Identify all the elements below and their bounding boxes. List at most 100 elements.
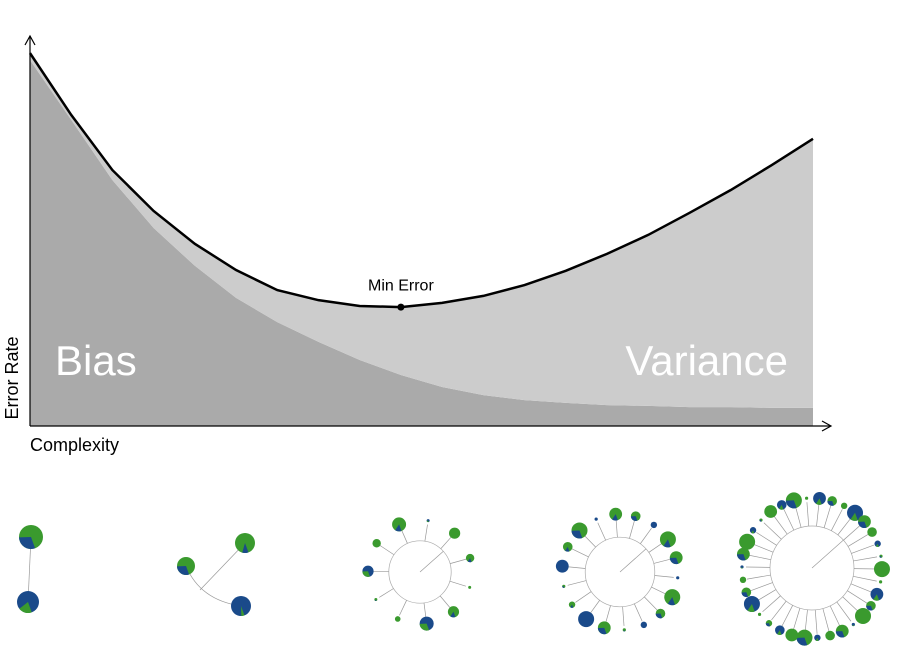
tree-edge [653,558,673,564]
tree-node-wedge [667,597,675,606]
tree-edge [633,603,643,622]
tree-node [785,628,799,642]
tree-node-wedge [450,611,456,618]
tree-edge [771,600,787,621]
tree-edge [622,606,625,626]
tree-node-wedge [875,543,879,547]
tree-edge [185,565,242,607]
tree-node-wedge [741,566,743,569]
tree-edge [756,532,777,546]
area [30,60,813,427]
tree-ring [769,525,855,611]
tree-edge [419,550,444,573]
tree-node-wedge [866,605,873,611]
tree-edge [783,508,795,531]
tree-node [676,576,680,580]
tree-node-wedge [796,637,808,646]
tree-node-wedge [655,613,663,619]
tree-edge [830,509,843,531]
x-axis-label: Complexity [30,435,119,455]
y-axis-label: Error Rate [2,336,22,419]
tree-edge [763,522,782,540]
tree-node-wedge [815,498,822,505]
tree-node-wedge [879,556,882,558]
tree-edge [644,596,658,611]
total-line [28,52,814,309]
tree-edge [566,566,586,569]
tree-node [372,539,381,548]
tree-edge [746,574,771,580]
tree-node-wedge [565,546,570,552]
tree-edge [806,502,810,527]
tree-edge [571,548,589,558]
tree-node-wedge [850,512,858,521]
tree-edge [843,524,862,541]
tree-edge [792,608,801,632]
tree-node-wedge [612,514,618,521]
tree-node-wedge [177,565,190,575]
tree-node [757,612,762,616]
tree-edge [399,600,407,616]
tree-edge [575,591,592,603]
tree-node-wedge [663,539,671,548]
tree-edge [781,605,794,627]
tree-node-wedge [571,530,583,539]
tree-node-wedge [747,603,755,612]
tree-edge [850,583,874,594]
tree-node-wedge [426,520,429,523]
tree-node [594,517,598,521]
tree-edge [605,605,611,625]
tree-node-wedge [242,543,249,553]
tree-edge [823,504,832,528]
tree-node [805,496,809,500]
tree-edge [836,601,852,622]
series-label: Variance [625,337,788,384]
tree-node [622,628,626,632]
tree-edge [379,545,395,556]
tree-node-wedge [395,524,402,532]
tree-edge [629,519,635,539]
tree-edge [199,542,246,591]
tree-node-wedge [785,500,797,509]
tree-node-wedge [777,630,782,635]
tree-edge [747,554,771,560]
tree-edge [811,539,844,569]
tree-node-wedge [827,500,834,506]
tree-node [855,607,872,624]
tree-node-wedge [751,530,755,534]
tree-node [879,580,883,584]
tree-edge [853,576,877,582]
tree-node-wedge [669,557,679,565]
tree-node [739,533,756,550]
tree-edge [597,522,607,541]
tree-illustrations [17,492,890,646]
tree-edge [772,514,788,535]
tree-node-wedge [815,637,819,641]
tree-node [468,585,472,589]
tree-node-wedge [419,623,430,631]
tree-node [449,527,461,539]
tree-edge [814,609,818,634]
tree-edge [851,544,875,554]
tree-edge [816,502,820,527]
tree-edge [654,575,674,578]
tree-node [873,561,890,578]
tree-edge [822,608,830,632]
min-error-point [397,303,405,311]
tree-node-wedge [765,623,771,627]
tree-node [640,621,648,629]
tree-edge [424,524,428,542]
tree-node [840,502,848,510]
tree-node-wedge [375,599,377,601]
tree-edge [837,515,853,536]
tree-node [555,559,569,573]
tree-node-wedge [736,554,746,561]
tree-edge [829,605,841,628]
tree-node-wedge [362,571,370,577]
tree-edge [449,558,467,564]
tree-edge [847,590,868,604]
tree-node-wedge [562,586,565,588]
tree-node-wedge [623,629,625,632]
tree-edge [439,595,452,609]
